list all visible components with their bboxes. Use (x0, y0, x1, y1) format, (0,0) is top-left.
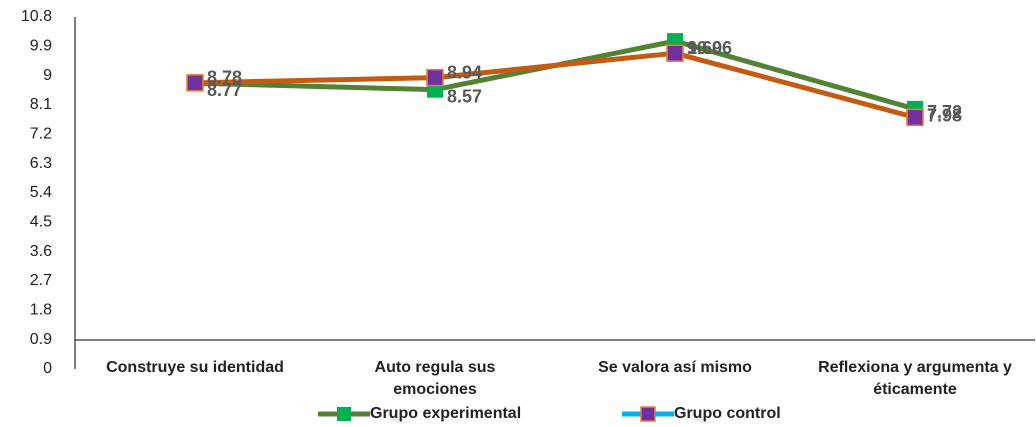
line (194, 50, 916, 120)
data-label: 8.57 (447, 86, 482, 106)
data-label: 9.69 (687, 38, 722, 58)
y-tick-label: 7.2 (30, 126, 52, 143)
y-tick-label: 4.5 (30, 214, 52, 231)
y-tick-label: 8.1 (30, 96, 52, 113)
y-tick-label: 1.8 (30, 302, 52, 319)
data-label: 10.06 (687, 38, 732, 58)
data-label: 8.94 (447, 62, 482, 82)
x-tick-label: Se valora así mismo (598, 359, 752, 376)
x-tick-label: Construye su identidad (106, 359, 284, 376)
data-label: 8.78 (207, 68, 242, 88)
marker (906, 108, 924, 127)
legend-marker (337, 407, 351, 421)
data-label: 7.98 (927, 106, 962, 126)
data-label: 7.72 (927, 102, 962, 122)
data-label: 8.77 (207, 80, 242, 100)
line (194, 38, 916, 112)
y-tick-label: 9.9 (30, 38, 52, 55)
y-tick-label: 9 (43, 67, 52, 84)
y-tick-label: 0.9 (30, 331, 52, 348)
y-tick-label: 5.4 (30, 184, 52, 201)
marker (666, 44, 684, 62)
y-tick-label: 10.8 (21, 8, 52, 25)
marker (186, 74, 204, 92)
y-tick-label: 6.3 (30, 155, 52, 172)
legend-label: Grupo control (674, 405, 781, 422)
y-tick-label: 0 (43, 360, 52, 377)
y-tick-label: 2.7 (30, 272, 52, 289)
y-tick-label: 3.6 (30, 243, 52, 260)
x-tick-label: Auto regula sus emociones (374, 359, 496, 398)
x-tick-label: Reflexiona y argumenta y éticamente (818, 359, 1012, 398)
legend-label: Grupo experimental (370, 405, 521, 422)
marker (426, 68, 444, 87)
legend-marker (640, 406, 656, 422)
